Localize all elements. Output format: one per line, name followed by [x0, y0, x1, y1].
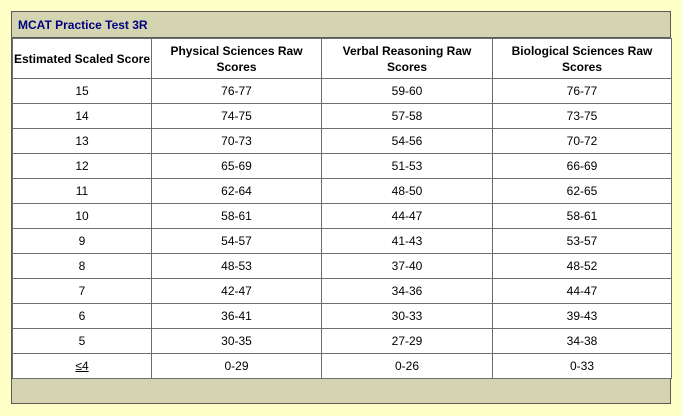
- cell-physical-sciences: 62-64: [151, 178, 322, 204]
- cell-verbal-reasoning: 0-26: [321, 353, 493, 379]
- score-conversion-table: Estimated Scaled Score Physical Sciences…: [12, 38, 672, 379]
- cell-verbal-reasoning: 51-53: [321, 153, 493, 179]
- cell-physical-sciences: 58-61: [151, 203, 322, 229]
- header-row: Estimated Scaled Score Physical Sciences…: [12, 38, 672, 79]
- cell-verbal-reasoning: 27-29: [321, 328, 493, 354]
- table-title: MCAT Practice Test 3R: [12, 12, 670, 38]
- cell-biological-sciences: 0-33: [492, 353, 672, 379]
- table-row: 7 42-47 34-36 44-47: [12, 278, 672, 304]
- cell-physical-sciences: 76-77: [151, 78, 322, 104]
- cell-scaled-score: 15: [12, 78, 152, 104]
- table-row: 6 36-41 30-33 39-43: [12, 303, 672, 329]
- cell-physical-sciences: 36-41: [151, 303, 322, 329]
- table-row: 8 48-53 37-40 48-52: [12, 253, 672, 279]
- cell-verbal-reasoning: 57-58: [321, 103, 493, 129]
- cell-biological-sciences: 58-61: [492, 203, 672, 229]
- cell-scaled-score: 14: [12, 103, 152, 129]
- cell-physical-sciences: 65-69: [151, 153, 322, 179]
- cell-verbal-reasoning: 54-56: [321, 128, 493, 154]
- cell-biological-sciences: 39-43: [492, 303, 672, 329]
- cell-verbal-reasoning: 30-33: [321, 303, 493, 329]
- table-row: 14 74-75 57-58 73-75: [12, 103, 672, 129]
- table-body: 15 76-77 59-60 76-77 14 74-75 57-58 73-75 13 70-7…: [12, 78, 672, 379]
- cell-physical-sciences: 48-53: [151, 253, 322, 279]
- cell-verbal-reasoning: 44-47: [321, 203, 493, 229]
- table-row: ≤4 0-29 0-26 0-33: [12, 353, 672, 379]
- header-scaled-score: Estimated Scaled Score: [12, 38, 152, 79]
- cell-physical-sciences: 42-47: [151, 278, 322, 304]
- cell-scaled-score: 11: [12, 178, 152, 204]
- cell-scaled-score: 13: [12, 128, 152, 154]
- cell-biological-sciences: 70-72: [492, 128, 672, 154]
- cell-physical-sciences: 30-35: [151, 328, 322, 354]
- cell-scaled-score: ≤4: [12, 353, 152, 379]
- cell-biological-sciences: 76-77: [492, 78, 672, 104]
- cell-scaled-score: 9: [12, 228, 152, 254]
- table-row: 5 30-35 27-29 34-38: [12, 328, 672, 354]
- cell-scaled-score: 7: [12, 278, 152, 304]
- cell-biological-sciences: 48-52: [492, 253, 672, 279]
- cell-scaled-score: 5: [12, 328, 152, 354]
- cell-scaled-score: 12: [12, 153, 152, 179]
- cell-physical-sciences: 54-57: [151, 228, 322, 254]
- cell-biological-sciences: 62-65: [492, 178, 672, 204]
- table-row: 10 58-61 44-47 58-61: [12, 203, 672, 229]
- cell-scaled-score: 8: [12, 253, 152, 279]
- cell-biological-sciences: 53-57: [492, 228, 672, 254]
- cell-verbal-reasoning: 37-40: [321, 253, 493, 279]
- cell-verbal-reasoning: 41-43: [321, 228, 493, 254]
- cell-verbal-reasoning: 59-60: [321, 78, 493, 104]
- header-biological-sciences: Biological Sciences Raw Scores: [492, 38, 672, 79]
- cell-biological-sciences: 73-75: [492, 103, 672, 129]
- table-row: 11 62-64 48-50 62-65: [12, 178, 672, 204]
- cell-physical-sciences: 0-29: [151, 353, 322, 379]
- header-physical-sciences: Physical Sciences Raw Scores: [151, 38, 322, 79]
- score-table-frame: MCAT Practice Test 3R Estimated Scaled S…: [11, 11, 672, 405]
- table-row: 15 76-77 59-60 76-77: [12, 78, 672, 104]
- table-row: 13 70-73 54-56 70-72: [12, 128, 672, 154]
- cell-scaled-score: 6: [12, 303, 152, 329]
- table-row: 9 54-57 41-43 53-57: [12, 228, 672, 254]
- table-row: 12 65-69 51-53 66-69: [12, 153, 672, 179]
- cell-physical-sciences: 74-75: [151, 103, 322, 129]
- cell-biological-sciences: 66-69: [492, 153, 672, 179]
- cell-biological-sciences: 44-47: [492, 278, 672, 304]
- table-footer: [12, 379, 670, 405]
- header-verbal-reasoning: Verbal Reasoning Raw Scores: [321, 38, 493, 79]
- cell-physical-sciences: 70-73: [151, 128, 322, 154]
- cell-biological-sciences: 34-38: [492, 328, 672, 354]
- cell-verbal-reasoning: 34-36: [321, 278, 493, 304]
- cell-verbal-reasoning: 48-50: [321, 178, 493, 204]
- cell-scaled-score: 10: [12, 203, 152, 229]
